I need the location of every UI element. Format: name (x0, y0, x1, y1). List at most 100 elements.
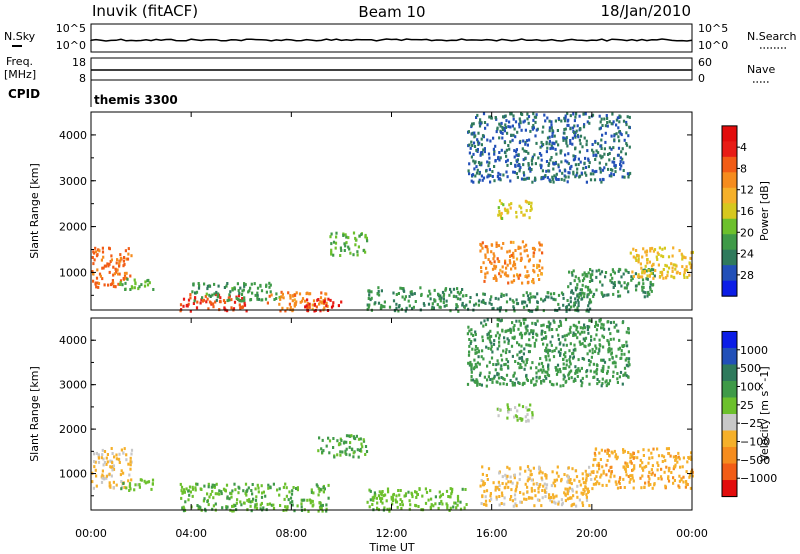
heatmap-cell (509, 297, 512, 301)
heatmap-cell (607, 153, 610, 156)
heatmap-cell (516, 341, 519, 345)
heatmap-cell (617, 126, 620, 130)
heatmap-cell (623, 281, 626, 285)
heatmap-cell (352, 231, 356, 235)
heatmap-cell (321, 438, 324, 442)
heatmap-cell (322, 449, 325, 453)
heatmap-cell (472, 141, 476, 145)
heatmap-cell (404, 295, 407, 299)
heatmap-cell (534, 383, 537, 387)
heatmap-cell (318, 489, 321, 493)
heatmap-cell (106, 262, 109, 266)
heatmap-cell (570, 369, 573, 373)
heatmap-cell (585, 493, 588, 497)
heatmap-cell (518, 169, 521, 173)
heatmap-cell (574, 297, 577, 301)
heatmap-cell (520, 128, 523, 132)
heatmap-cell (108, 270, 111, 274)
heatmap-cell (606, 293, 609, 297)
heatmap-cell (515, 504, 518, 508)
heatmap-cell (450, 290, 453, 294)
heatmap-cell (424, 501, 428, 505)
heatmap-cell (610, 352, 613, 356)
heatmap-cell (513, 309, 516, 313)
heatmap-cell (325, 444, 328, 448)
heatmap-cell (108, 262, 111, 266)
heatmap-cell (105, 474, 108, 478)
heatmap-cell (498, 209, 501, 213)
heatmap-cell (552, 297, 555, 301)
heatmap-cell (98, 249, 101, 253)
heatmap-cell (91, 256, 94, 259)
heatmap-cell (101, 250, 105, 254)
heatmap-cell (508, 259, 511, 263)
heatmap-cell (211, 507, 214, 511)
heatmap-cell (511, 383, 514, 387)
heatmap-cell (345, 235, 348, 239)
heatmap-cell (641, 461, 644, 465)
heatmap-cell (465, 294, 468, 297)
heatmap-cell (541, 266, 544, 270)
heatmap-cell (561, 171, 564, 175)
heatmap-cell (629, 251, 632, 255)
heatmap-cell (539, 469, 542, 473)
heatmap-cell (519, 273, 522, 277)
heatmap-cell (667, 479, 671, 483)
heatmap-cell (523, 249, 526, 253)
heatmap-cell (524, 482, 527, 486)
heatmap-cell (488, 360, 491, 364)
heatmap-cell (661, 460, 664, 463)
heatmap-cell (232, 509, 235, 513)
heatmap-cell (118, 272, 121, 276)
heatmap-cell (625, 464, 628, 467)
heatmap-cell (491, 175, 494, 178)
heatmap-cell (625, 330, 628, 334)
heatmap-cell (518, 167, 521, 171)
heatmap-cell (95, 285, 98, 289)
heatmap-cell (554, 147, 557, 151)
heatmap-cell (566, 487, 569, 491)
heatmap-cell (531, 416, 534, 420)
heatmap-cell (140, 478, 143, 482)
heatmap-cell (93, 465, 96, 469)
heatmap-cell (563, 178, 566, 182)
heatmap-cell (499, 382, 502, 386)
heatmap-cell (637, 273, 640, 277)
heatmap-cell (619, 476, 622, 480)
heatmap-cell (516, 274, 519, 278)
heatmap-cell (577, 358, 580, 362)
heatmap-cell (606, 459, 609, 462)
heatmap-cell (231, 288, 234, 292)
heatmap-cell (556, 363, 560, 367)
heatmap-cell (496, 347, 499, 351)
heatmap-cell (486, 333, 489, 337)
heatmap-cell (480, 266, 483, 270)
heatmap-cell (272, 503, 275, 507)
heatmap-cell (223, 306, 226, 310)
heatmap-cell (600, 448, 603, 452)
heatmap-cell (339, 254, 342, 257)
heatmap-cell (488, 161, 491, 165)
heatmap-cell (639, 275, 642, 279)
heatmap-cell (429, 489, 432, 493)
heatmap-cell (482, 112, 486, 116)
heatmap-cell (324, 292, 327, 296)
heatmap-cell (528, 300, 531, 304)
heatmap-cell (652, 276, 655, 280)
heatmap-cell (671, 254, 674, 258)
heatmap-cell (236, 282, 239, 286)
heatmap-cell (620, 133, 623, 137)
heatmap-cell (481, 472, 484, 476)
heatmap-cell (592, 463, 595, 467)
heatmap-cell (301, 299, 304, 303)
heatmap-cell (509, 125, 512, 129)
heatmap-cell (627, 375, 630, 379)
colorbar-tick-label: −100 (740, 436, 770, 449)
heatmap-cell (468, 172, 471, 176)
y-tick-label: 1000 (59, 468, 87, 481)
heatmap-cell (581, 472, 584, 476)
heatmap-cell (387, 490, 390, 494)
heatmap-cell (494, 334, 498, 338)
heatmap-cell (97, 460, 101, 464)
heatmap-cell (430, 307, 434, 311)
